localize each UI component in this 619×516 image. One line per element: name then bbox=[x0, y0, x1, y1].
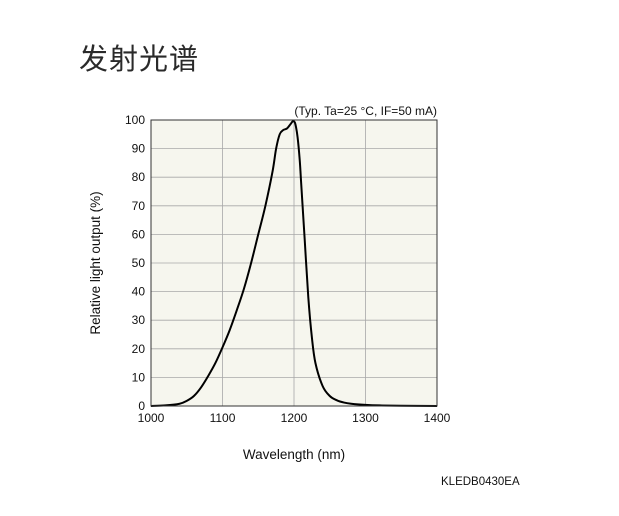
y-tick-label: 60 bbox=[132, 227, 146, 241]
plot-frame bbox=[150, 119, 438, 407]
y-tick-label: 100 bbox=[125, 113, 145, 127]
y-tick-label: 90 bbox=[132, 142, 146, 156]
y-tick-label: 10 bbox=[132, 370, 146, 384]
y-tick-label: 70 bbox=[132, 199, 146, 213]
y-tick-label: 50 bbox=[132, 256, 146, 270]
document-code: KLEDB0430EA bbox=[441, 476, 520, 488]
y-tick-label: 0 bbox=[138, 399, 145, 413]
page-title: 发射光谱 bbox=[79, 42, 200, 76]
x-axis-label: Wavelength (nm) bbox=[243, 447, 345, 462]
x-tick-label: 1200 bbox=[281, 411, 308, 425]
y-tick-label: 20 bbox=[132, 342, 146, 356]
measurement-conditions: (Typ. Ta=25 °C, IF=50 mA) bbox=[294, 104, 437, 118]
y-tick-labels: 0 10 20 30 40 50 60 70 80 90 100 bbox=[125, 113, 145, 413]
y-tick-label: 80 bbox=[132, 170, 146, 184]
series-line bbox=[150, 120, 438, 407]
x-tick-label: 1400 bbox=[424, 411, 451, 425]
y-tick-label: 40 bbox=[132, 285, 146, 299]
y-tick-label: 30 bbox=[132, 313, 146, 327]
x-tick-label: 1300 bbox=[352, 411, 379, 425]
y-axis-label: Relative light output (%) bbox=[88, 191, 103, 334]
x-tick-label: 1000 bbox=[138, 411, 165, 425]
x-tick-labels: 1000 1100 1200 1300 1400 bbox=[138, 411, 451, 425]
x-tick-label: 1100 bbox=[210, 411, 236, 425]
